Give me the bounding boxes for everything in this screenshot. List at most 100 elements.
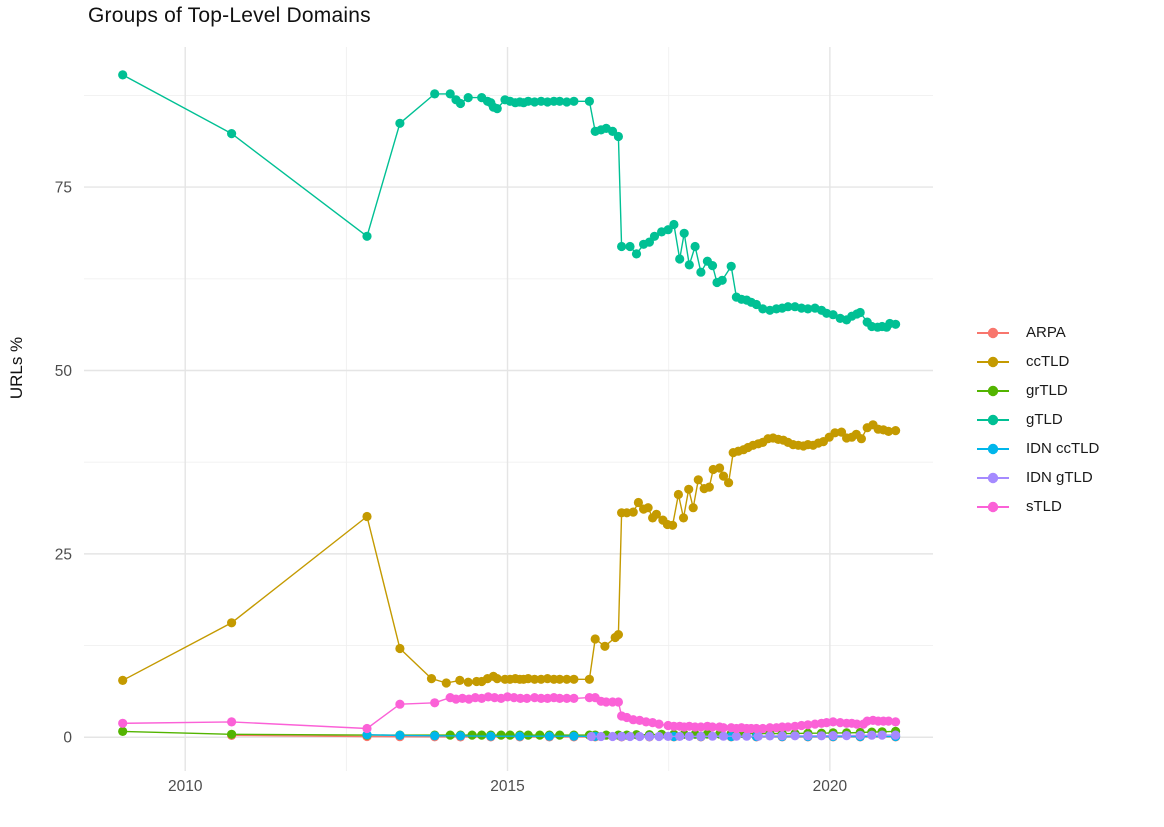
- data-point-stld: [395, 699, 405, 709]
- data-point-gtld: [696, 267, 706, 277]
- major-gridlines: [84, 47, 933, 771]
- data-point-idn-gtld: [855, 730, 865, 741]
- data-point-cctld: [555, 674, 565, 684]
- data-point-grtld: [467, 730, 477, 740]
- data-point-gtld: [751, 299, 762, 310]
- legend-key-icon-idn-cctld: [977, 443, 1009, 454]
- data-point-idn-cctld: [455, 731, 466, 741]
- data-point-idn-cctld: [569, 731, 579, 741]
- data-point-stld: [803, 720, 813, 730]
- data-point-cctld: [395, 643, 405, 654]
- data-point-gtld: [803, 304, 813, 314]
- legend-key-icon-cctld: [977, 356, 1009, 367]
- legend-key-icon-stld: [977, 501, 1009, 512]
- data-point-gtld: [118, 70, 128, 80]
- data-point-grtld: [477, 730, 487, 740]
- legend-item-idn-cctld: IDN ccTLD: [976, 434, 1099, 463]
- data-point-gtld: [758, 304, 768, 314]
- data-point-cctld: [883, 426, 894, 436]
- data-point-idn-gtld: [586, 731, 596, 742]
- data-point-gtld: [617, 241, 627, 252]
- legend-label: ARPA: [1026, 324, 1066, 341]
- data-point-idn-gtld: [828, 731, 838, 741]
- y-tick-label: 75: [55, 180, 72, 197]
- data-point-grtld: [445, 730, 455, 740]
- data-point-cctld: [668, 520, 678, 530]
- data-point-cctld: [693, 475, 703, 485]
- data-point-idn-gtld: [731, 731, 742, 741]
- data-point-idn-gtld: [684, 731, 694, 742]
- data-point-cctld: [227, 618, 237, 628]
- minor-gridlines: [84, 47, 933, 771]
- data-point-idn-gtld: [842, 731, 852, 741]
- data-point-cctld: [856, 434, 867, 444]
- legend-key-dot: [987, 443, 999, 454]
- legend-label: sTLD: [1026, 498, 1062, 515]
- legend-key-dot: [987, 501, 999, 512]
- data-point-idn-gtld: [625, 731, 635, 742]
- data-point-gtld: [891, 319, 901, 329]
- x-tick-label: 2015: [490, 778, 524, 795]
- data-point-idn-gtld: [877, 730, 887, 740]
- data-point-gtld: [675, 254, 685, 264]
- data-point-gtld: [625, 241, 635, 252]
- data-point-stld: [852, 719, 862, 729]
- data-point-stld: [707, 722, 718, 732]
- data-point-gtld: [584, 96, 595, 106]
- data-point-gtld: [726, 261, 736, 271]
- data-point-cctld: [530, 674, 540, 684]
- data-point-gtld: [569, 96, 579, 106]
- series-gtld: [118, 70, 901, 332]
- data-point-stld: [718, 723, 729, 733]
- data-point-idn-gtld: [644, 731, 655, 742]
- data-point-idn-gtld: [617, 731, 627, 742]
- data-point-gtld: [717, 275, 727, 285]
- y-tick-label: 0: [63, 730, 72, 747]
- series-stld: [118, 692, 901, 734]
- data-point-stld: [569, 693, 579, 704]
- data-point-stld: [654, 719, 664, 729]
- series-idn-gtld: [586, 730, 901, 742]
- legend-key-dot: [987, 472, 999, 483]
- data-point-cctld: [891, 426, 901, 436]
- data-point-idn-gtld: [867, 730, 877, 740]
- data-point-stld: [613, 697, 624, 707]
- data-point-cctld: [562, 674, 572, 684]
- legend-key-dot: [987, 327, 999, 338]
- data-point-idn-gtld: [790, 731, 800, 741]
- chart-title: Groups of Top-Level Domains: [88, 4, 371, 27]
- data-point-gtld: [649, 231, 660, 241]
- data-point-gtld: [855, 307, 865, 318]
- legend-item-idn-gtld: IDN gTLD: [976, 463, 1099, 492]
- data-point-gtld: [227, 129, 237, 139]
- data-point-stld: [227, 717, 237, 727]
- data-point-grtld: [227, 729, 237, 739]
- axis-tick-labels: 0 25 50 75 2010 2015 2020: [55, 180, 848, 795]
- series-line-gtld: [122, 74, 896, 328]
- data-point-stld: [522, 693, 532, 704]
- data-point-idn-gtld: [635, 731, 645, 742]
- data-point-idn-gtld: [596, 731, 606, 742]
- series-line-idn-gtld: [591, 734, 896, 738]
- data-point-gtld: [463, 93, 473, 103]
- data-point-gtld: [707, 261, 718, 271]
- data-point-gtld: [445, 89, 455, 99]
- data-point-idn-cctld: [395, 730, 405, 741]
- y-axis-title: URLs %: [7, 336, 26, 400]
- data-point-cctld: [628, 507, 638, 517]
- data-point-cctld: [643, 503, 653, 513]
- data-point-cctld: [633, 497, 644, 508]
- data-point-stld: [765, 723, 775, 733]
- data-point-cctld: [704, 482, 714, 492]
- data-point-cctld: [651, 509, 662, 519]
- data-point-idn-gtld: [654, 731, 664, 742]
- data-point-stld: [751, 723, 762, 734]
- legend-key-icon-arpa: [977, 327, 1009, 338]
- data-point-cctld: [492, 674, 502, 684]
- data-point-stld: [536, 693, 546, 704]
- data-point-gtld: [455, 98, 466, 109]
- data-point-grtld: [118, 726, 128, 737]
- data-point-cctld: [426, 674, 437, 684]
- data-point-stld: [828, 717, 838, 727]
- legend-key-icon-grtld: [977, 385, 1009, 396]
